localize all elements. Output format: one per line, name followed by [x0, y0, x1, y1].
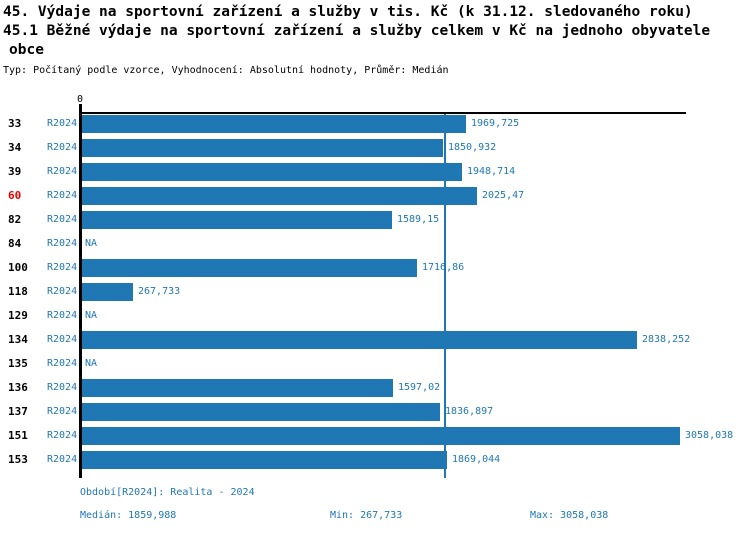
bar — [80, 259, 417, 277]
bar-row: 34 R2024 1850,932 — [0, 139, 750, 157]
max-stat: Max: 3058,038 — [530, 510, 609, 521]
row-id-label: 33 — [8, 117, 22, 130]
chart-meta-line: Typ: Počítaný podle vzorce, Vyhodnocení:… — [3, 65, 449, 76]
row-id-label: 84 — [8, 237, 22, 250]
bar-value-label: 3058,038 — [685, 430, 734, 441]
bar-row: 39 R2024 1948,714 — [0, 163, 750, 181]
row-period-label: R2024 — [47, 454, 78, 465]
row-id-label: 39 — [8, 165, 22, 178]
bar — [80, 283, 133, 301]
row-period-label: R2024 — [47, 406, 78, 417]
x-axis-line — [79, 112, 686, 114]
min-stat: Min: 267,733 — [330, 510, 403, 521]
bar-row: 151 R2024 3058,038 — [0, 427, 750, 445]
row-id-label: 82 — [8, 213, 22, 226]
row-id-label: 153 — [8, 453, 28, 466]
bar-row: 100 R2024 1716,86 — [0, 259, 750, 277]
bar-value-label: 1589,15 — [397, 214, 440, 225]
median-stat: Medián: 1859,988 — [80, 510, 177, 521]
row-period-label: R2024 — [47, 382, 78, 393]
bar-row: 60 R2024 2025,47 — [0, 187, 750, 205]
x-axis-zero-label: 0 — [76, 94, 84, 105]
bar-value-label: 1836,897 — [445, 406, 494, 417]
row-id-label: 135 — [8, 357, 28, 370]
bar — [80, 187, 477, 205]
bar — [80, 451, 447, 469]
row-period-label: R2024 — [47, 286, 78, 297]
bar-value-label: 1716,86 — [422, 262, 465, 273]
bar — [80, 427, 680, 445]
bar-value-label: 1948,714 — [467, 166, 516, 177]
y-axis-line — [79, 104, 82, 478]
bar-value-label: 1969,725 — [471, 118, 520, 129]
bar-value-label: 1869,044 — [452, 454, 501, 465]
period-legend: Období[R2024]: Realita - 2024 — [80, 487, 255, 498]
chart-title-line3: obce — [9, 42, 44, 58]
chart-header: 45. Výdaje na sportovní zařízení a služb… — [3, 3, 710, 60]
row-period-label: R2024 — [47, 334, 78, 345]
bar-row: 137 R2024 1836,897 — [0, 403, 750, 421]
bar-value-label: 1597,02 — [398, 382, 441, 393]
row-id-label: 118 — [8, 285, 28, 298]
bar — [80, 403, 440, 421]
row-period-label: R2024 — [47, 142, 78, 153]
bar — [80, 379, 393, 397]
bar — [80, 115, 466, 133]
chart-title-line2: 45.1 Běžné výdaje na sportovní zařízení … — [3, 23, 711, 39]
bar — [80, 211, 392, 229]
row-id-label: 151 — [8, 429, 28, 442]
chart-title-line1: 45. Výdaje na sportovní zařízení a služb… — [3, 4, 693, 20]
bar — [80, 139, 443, 157]
bar-chart: 0 33 R2024 1969,725 34 R2024 1850,932 39 R2024 1… — [0, 90, 750, 482]
row-id-label: 60 — [8, 189, 22, 202]
row-period-label: R2024 — [47, 214, 78, 225]
bar-row: 129 R2024 NA — [0, 307, 750, 325]
row-id-label: 34 — [8, 141, 22, 154]
bar-value-label: 1850,932 — [448, 142, 497, 153]
bar-row: 134 R2024 2838,252 — [0, 331, 750, 349]
na-label: NA — [85, 238, 98, 249]
bar-value-label: 2025,47 — [482, 190, 525, 201]
bar — [80, 331, 637, 349]
row-period-label: R2024 — [47, 190, 78, 201]
row-id-label: 134 — [8, 333, 28, 346]
bar-value-label: 267,733 — [138, 286, 181, 297]
row-period-label: R2024 — [47, 238, 78, 249]
row-period-label: R2024 — [47, 118, 78, 129]
bar — [80, 163, 462, 181]
na-label: NA — [85, 358, 98, 369]
row-id-label: 129 — [8, 309, 28, 322]
bar-row: 153 R2024 1869,044 — [0, 451, 750, 469]
bar-row: 118 R2024 267,733 — [0, 283, 750, 301]
median-line — [444, 113, 446, 478]
row-period-label: R2024 — [47, 166, 78, 177]
row-period-label: R2024 — [47, 430, 78, 441]
row-id-label: 100 — [8, 261, 28, 274]
row-id-label: 136 — [8, 381, 28, 394]
bar-row: 136 R2024 1597,02 — [0, 379, 750, 397]
row-period-label: R2024 — [47, 358, 78, 369]
bar-row: 82 R2024 1589,15 — [0, 211, 750, 229]
bar-row: 33 R2024 1969,725 — [0, 115, 750, 133]
row-period-label: R2024 — [47, 310, 78, 321]
bar-value-label: 2838,252 — [642, 334, 691, 345]
row-period-label: R2024 — [47, 262, 78, 273]
bar-row: 84 R2024 NA — [0, 235, 750, 253]
bar-row: 135 R2024 NA — [0, 355, 750, 373]
na-label: NA — [85, 310, 98, 321]
row-id-label: 137 — [8, 405, 28, 418]
